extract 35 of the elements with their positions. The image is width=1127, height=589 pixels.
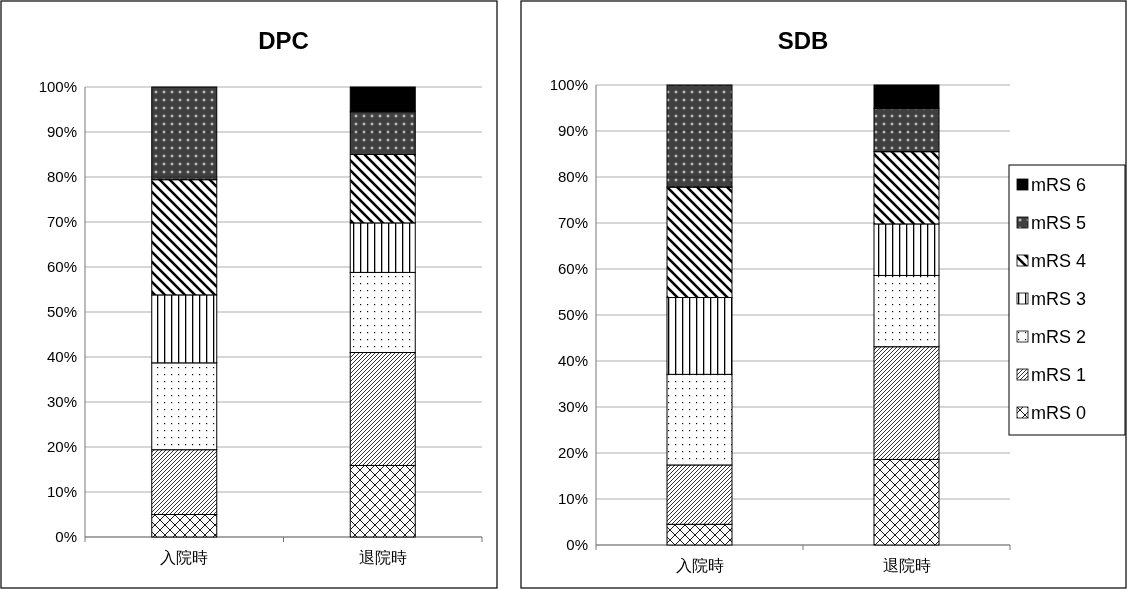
x-tick-label: 入院時	[160, 549, 209, 566]
chart-title: DPC	[258, 27, 309, 54]
y-tick-label: 10%	[557, 490, 588, 508]
y-tick-label: 20%	[557, 444, 588, 462]
y-tick-label: 30%	[46, 393, 77, 411]
y-tick-label: 60%	[557, 260, 588, 278]
y-tick-label: 20%	[46, 438, 77, 456]
chart-title: SDB	[777, 27, 829, 54]
y-tick-label: 80%	[557, 168, 588, 186]
legend-label: mRS 0	[1031, 403, 1087, 424]
legend-label: mRS 1	[1031, 365, 1087, 386]
x-tick-label: 退院時	[882, 557, 931, 574]
y-tick-label: 70%	[46, 213, 77, 231]
y-tick-label: 60%	[46, 258, 77, 276]
y-tick-label: 0%	[55, 528, 77, 546]
legend-label: mRS 2	[1031, 327, 1087, 348]
y-tick-label: 50%	[46, 303, 77, 321]
legend-label: mRS 6	[1031, 175, 1087, 196]
y-tick-label: 30%	[557, 398, 588, 416]
y-tick-label: 90%	[557, 122, 588, 140]
y-tick-label: 40%	[46, 348, 77, 366]
y-tick-label: 50%	[557, 306, 588, 324]
y-tick-label: 0%	[566, 536, 588, 554]
legend-label: mRS 3	[1031, 289, 1087, 310]
y-tick-label: 80%	[46, 168, 77, 186]
legend-label: mRS 4	[1031, 251, 1087, 272]
x-tick-label: 入院時	[675, 557, 724, 574]
y-tick-label: 90%	[46, 123, 77, 141]
legend-label: mRS 5	[1031, 213, 1087, 234]
y-tick-label: 40%	[557, 352, 588, 370]
y-tick-label: 10%	[46, 483, 77, 501]
y-tick-label: 70%	[557, 214, 588, 232]
y-tick-label: 100%	[549, 76, 588, 94]
y-tick-label: 100%	[38, 78, 77, 96]
x-tick-label: 退院時	[358, 549, 407, 566]
